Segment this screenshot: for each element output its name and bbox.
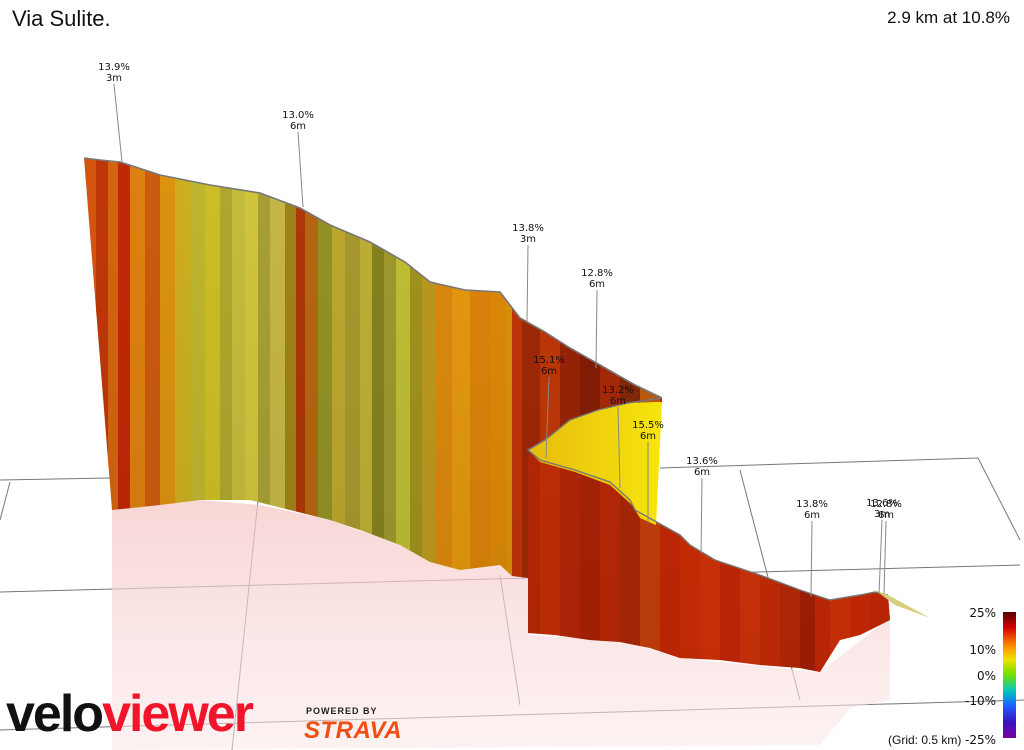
profile-reflection — [112, 500, 890, 750]
profile-back-face — [528, 402, 662, 525]
callout-leader-line — [595, 289, 598, 369]
veloviewer-logo: veloviewer — [6, 685, 254, 743]
callout-length-label: 6m — [290, 121, 306, 132]
callout-leader-line — [113, 83, 123, 163]
legend-tick-label: 25% — [969, 606, 996, 620]
legend-tick-label: 10% — [969, 643, 996, 657]
callout-gradient-label: 13.6% — [866, 498, 898, 509]
callout-gradient-label: 12.8% — [870, 499, 902, 510]
chart-title: Via Sulite. — [12, 6, 111, 31]
profile-tail — [875, 590, 930, 618]
callout-length-label: 3m — [874, 509, 890, 520]
callout-leader-line — [526, 244, 529, 323]
callout-gradient-label: 13.8% — [796, 499, 828, 510]
callout-gradient-label: 12.8% — [581, 268, 613, 279]
callout-length-label: 6m — [878, 510, 894, 521]
callout-gradient-label: 13.6% — [686, 456, 718, 467]
callout-leader-line — [545, 376, 550, 459]
powered-by-label: POWERED BY — [306, 706, 378, 716]
gradient-legend: 25% 10% 0% -10% -25% — [965, 606, 1016, 747]
callout-length-label: 3m — [106, 73, 122, 84]
callout-gradient-label: 13.8% — [512, 223, 544, 234]
callout-length-label: 6m — [804, 510, 820, 521]
legend-tick-label: 0% — [977, 669, 996, 683]
callout-leader-line — [883, 520, 887, 595]
callout-leader-line — [878, 519, 883, 595]
callout-length-label: 6m — [640, 431, 656, 442]
profile-top-outline — [83, 157, 663, 399]
callout-leader-line — [700, 477, 703, 554]
callout-gradient-label: 13.9% — [98, 62, 130, 73]
climb-summary: 2.9 km at 10.8% — [887, 8, 1010, 27]
callout-length-label: 6m — [694, 467, 710, 478]
callout-gradient-label: 15.1% — [533, 355, 565, 366]
callout-leader-line — [617, 406, 621, 489]
legend-tick-label: -25% — [965, 733, 996, 747]
callout-length-label: 3m — [520, 234, 536, 245]
legend-color-bar — [1003, 612, 1016, 738]
strava-logo: STRAVA — [304, 717, 403, 744]
callout-gradient-label: 13.0% — [282, 110, 314, 121]
callout-leader-line — [810, 520, 813, 598]
callout-length-label: 6m — [610, 396, 626, 407]
profile-top-outline-lower — [526, 397, 889, 601]
callout-leader-line — [297, 131, 304, 208]
callout-gradient-label: 13.2% — [602, 385, 634, 396]
grid-scale-note: (Grid: 0.5 km) — [888, 733, 962, 747]
callout-gradient-label: 15.5% — [632, 420, 664, 431]
callout-length-label: 6m — [589, 279, 605, 290]
legend-tick-label: -10% — [965, 694, 996, 708]
callout-length-label: 6m — [541, 366, 557, 377]
gradient-callouts: 13.9%3m13.0%6m13.8%3m12.8%6m15.1%6m13.2%… — [98, 62, 902, 598]
